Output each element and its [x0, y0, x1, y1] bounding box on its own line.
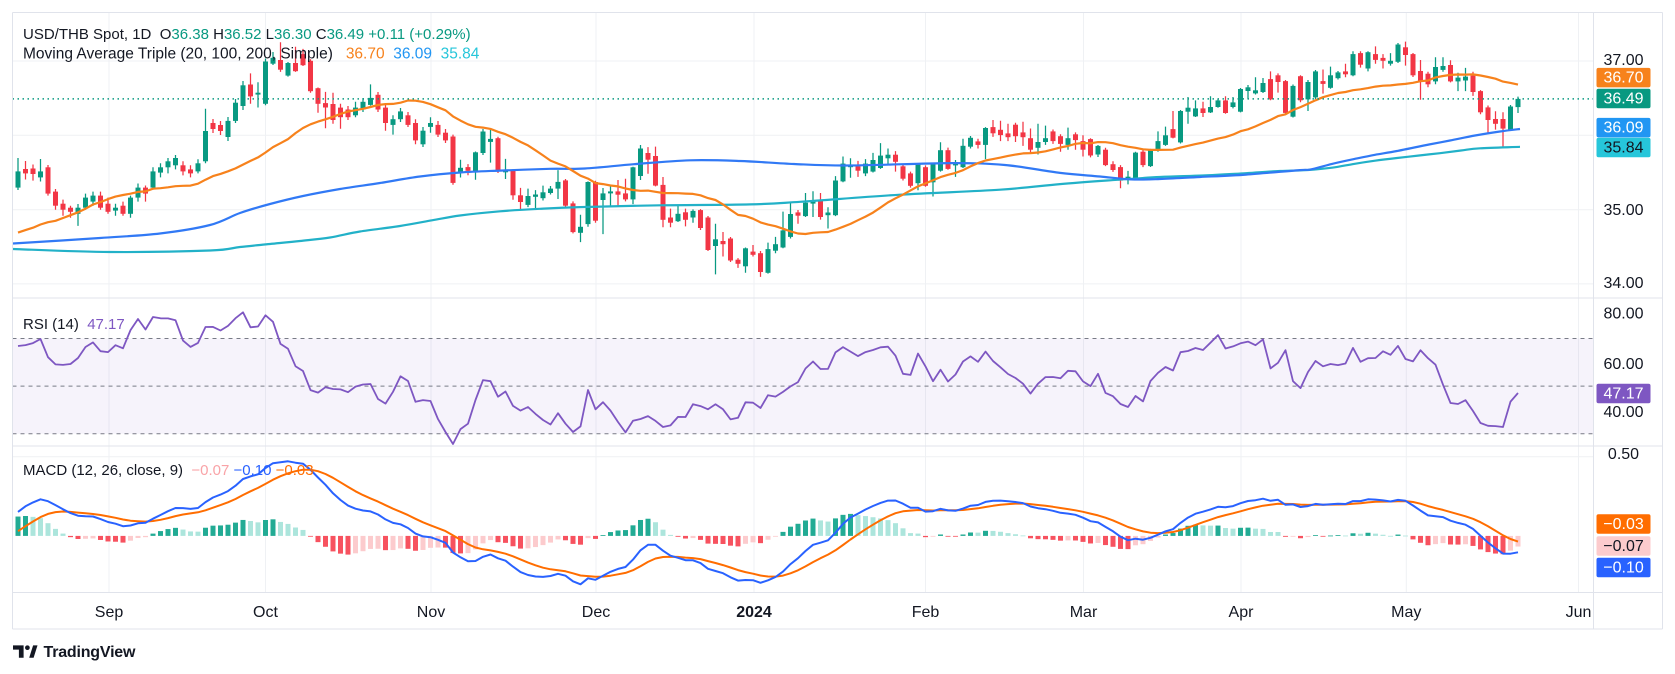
svg-text:2024: 2024: [736, 604, 772, 621]
svg-text:Jun: Jun: [1566, 604, 1592, 621]
svg-text:34.00: 34.00: [1603, 275, 1643, 292]
svg-text:Oct: Oct: [253, 604, 278, 621]
svg-text:Sep: Sep: [95, 604, 124, 621]
svg-text:40.00: 40.00: [1603, 404, 1643, 421]
svg-text:36.49: 36.49: [1603, 91, 1643, 108]
svg-text:Nov: Nov: [417, 604, 445, 621]
svg-text:Feb: Feb: [912, 604, 940, 621]
svg-text:Dec: Dec: [582, 604, 610, 621]
svg-text:MACD (12, 26, close, 9) −0.07: MACD (12, 26, close, 9) −0.07 −0.10 −0.0…: [23, 462, 314, 479]
svg-text:Apr: Apr: [1229, 604, 1255, 621]
svg-text:0.50: 0.50: [1608, 446, 1639, 463]
svg-text:60.00: 60.00: [1603, 356, 1643, 373]
svg-text:−0.10: −0.10: [1603, 560, 1644, 577]
svg-text:May: May: [1391, 604, 1421, 621]
svg-text:TradingView: TradingView: [44, 644, 137, 661]
svg-text:37.00: 37.00: [1603, 52, 1643, 69]
svg-text:−0.03: −0.03: [1603, 516, 1644, 533]
svg-text:Mar: Mar: [1070, 604, 1098, 621]
svg-text:35.84: 35.84: [1603, 140, 1643, 157]
svg-text:36.09: 36.09: [1603, 120, 1643, 137]
svg-text:80.00: 80.00: [1603, 306, 1643, 323]
svg-text:35.00: 35.00: [1603, 202, 1643, 219]
svg-text:36.70: 36.70: [1603, 70, 1643, 87]
svg-text:USD/THB Spot, 1D O36.38 H36.5: USD/THB Spot, 1D O36.38 H36.52 L36.30 C3…: [23, 26, 471, 43]
svg-text:RSI (14) 47.17: RSI (14) 47.17: [23, 316, 125, 333]
svg-text:47.17: 47.17: [1603, 386, 1643, 403]
svg-text:−0.07: −0.07: [1603, 538, 1644, 555]
svg-text:Moving Average Triple (20, 100: Moving Average Triple (20, 100, 200, Sim…: [23, 45, 480, 62]
